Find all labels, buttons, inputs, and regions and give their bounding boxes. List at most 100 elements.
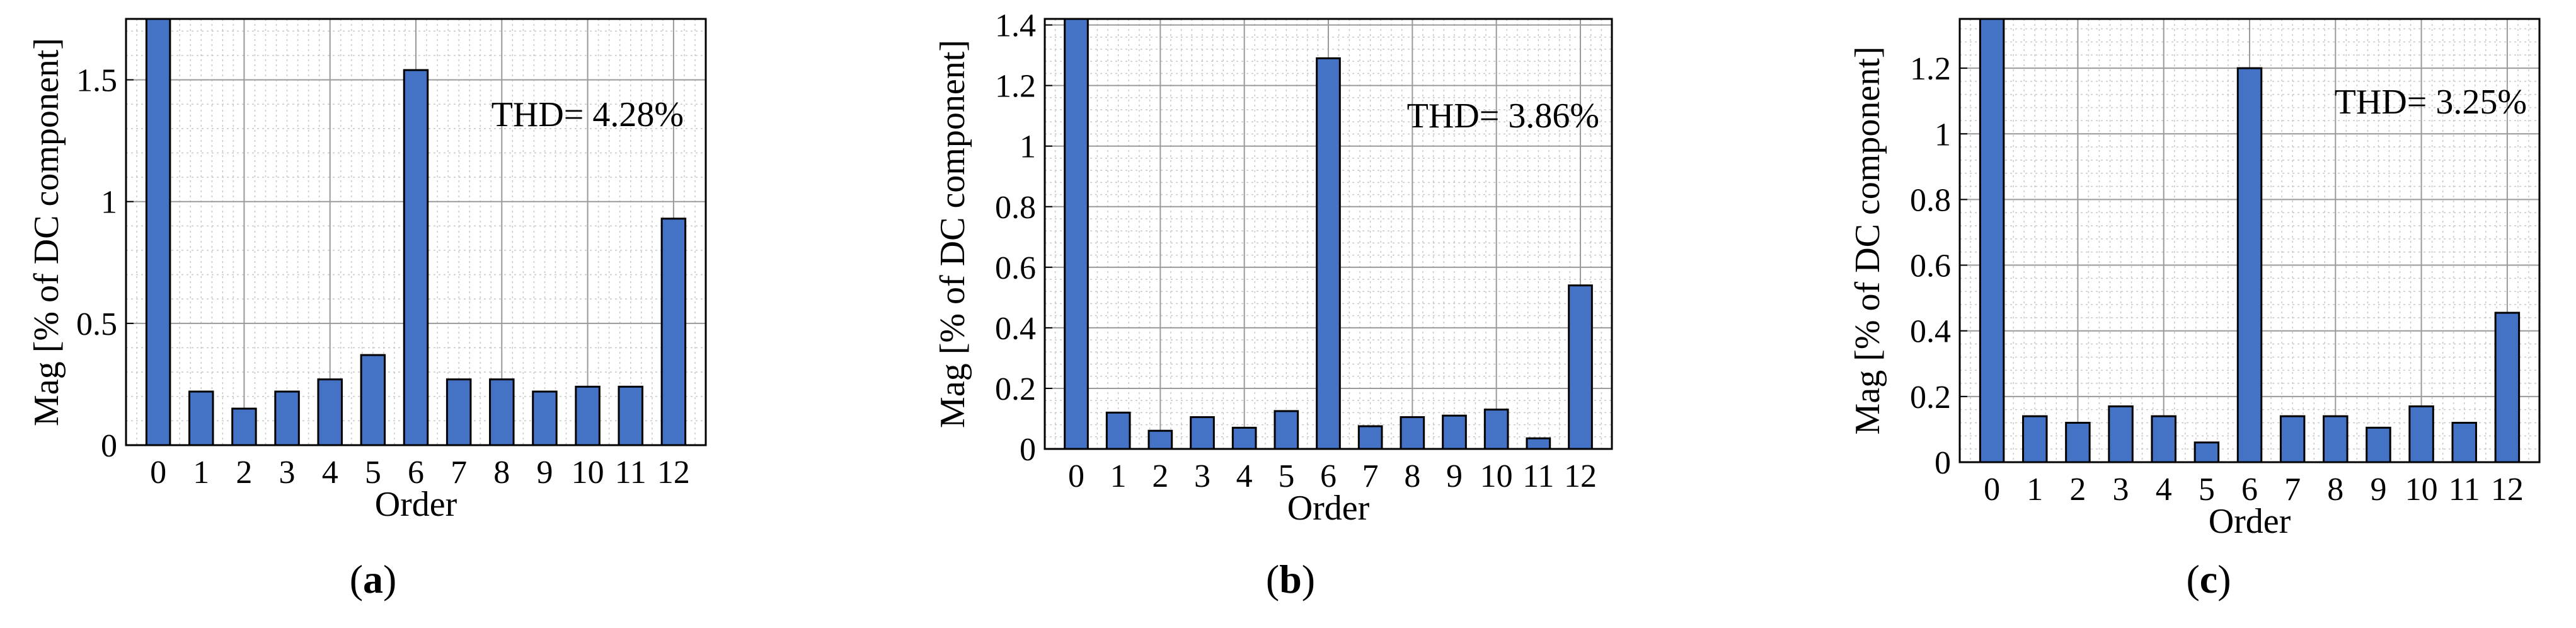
bar-order-9: [532, 390, 558, 446]
x-tick-label: 10: [572, 455, 604, 491]
x-tick-label: 6: [408, 455, 424, 491]
panel-label-close: ): [2217, 557, 2231, 602]
bar-order-9: [1442, 414, 1467, 450]
x-tick-label: 0: [150, 455, 166, 491]
panel-label-letter: a: [363, 557, 383, 602]
x-tick-label: 10: [2405, 472, 2438, 508]
panel-label: (c): [2186, 557, 2231, 602]
y-tick-label: 1: [1020, 129, 1036, 165]
x-tick-label: 2: [2069, 472, 2086, 508]
bar-order-1: [2022, 415, 2048, 463]
bar-order-7: [446, 378, 472, 446]
panel-label: (b): [1266, 557, 1315, 602]
thd-annotation: THD= 3.25%: [2335, 83, 2527, 122]
bar-order-10: [575, 385, 601, 446]
bar-order-0: [145, 18, 171, 446]
x-tick-label: 5: [2199, 472, 2215, 508]
bar-order-0: [1979, 18, 2005, 463]
x-tick-label: 5: [365, 455, 381, 491]
x-tick-label: 11: [1522, 458, 1554, 494]
x-tick-label: 2: [1152, 458, 1168, 494]
x-tick-label: 1: [193, 455, 209, 491]
x-tick-label: 7: [1362, 458, 1379, 494]
bar-order-11: [1526, 437, 1551, 450]
y-tick-label: 0.8: [1910, 182, 1951, 218]
x-tick-label: 8: [1404, 458, 1420, 494]
bar-order-7: [2279, 415, 2306, 463]
bar-order-12: [660, 218, 687, 446]
bar-order-9: [2366, 426, 2391, 463]
thd-annotation: THD= 4.28%: [492, 95, 684, 134]
panel-label: (a): [350, 557, 397, 602]
y-axis-label: Mag [% of DC component]: [27, 38, 66, 426]
bar-order-5: [1274, 410, 1299, 450]
x-axis-label: Order: [1287, 489, 1370, 528]
x-tick-label: 4: [1236, 458, 1253, 494]
x-tick-label: 6: [1320, 458, 1337, 494]
bar-order-5: [360, 354, 386, 446]
y-tick-label: 0.8: [995, 190, 1036, 226]
bar-order-0: [1064, 18, 1089, 450]
x-tick-label: 9: [2370, 472, 2386, 508]
grid: [1960, 19, 2539, 463]
x-tick-label: 7: [451, 455, 467, 491]
y-tick-label: 0: [1020, 432, 1036, 468]
panel-label-letter: c: [2200, 557, 2217, 602]
x-tick-label: 11: [615, 455, 647, 491]
x-tick-label: 12: [1564, 458, 1597, 494]
thd-annotation: THD= 3.86%: [1407, 96, 1599, 136]
panel-label-open: (: [350, 557, 363, 602]
bar-order-11: [618, 385, 643, 446]
x-tick-label: 12: [657, 455, 690, 491]
x-tick-label: 2: [236, 455, 252, 491]
x-axis-label: Order: [2209, 502, 2291, 541]
y-tick-label: 1.2: [1910, 51, 1951, 87]
y-tick-label: 1: [1935, 117, 1951, 153]
x-tick-label: 9: [1446, 458, 1463, 494]
x-tick-label: 4: [2156, 472, 2172, 508]
bar-order-6: [1316, 57, 1341, 450]
y-tick-label: 0.2: [995, 371, 1036, 407]
panel-label-open: (: [1266, 557, 1279, 602]
bar-order-8: [2323, 415, 2349, 463]
panel-label-open: (: [2186, 557, 2199, 602]
panel-label-close: ): [1302, 557, 1315, 602]
bar-order-6: [2236, 67, 2263, 463]
x-tick-label: 4: [322, 455, 338, 491]
bar-order-12: [2494, 311, 2521, 463]
y-tick-label: 0: [1935, 445, 1951, 481]
bar-order-8: [1400, 416, 1425, 450]
y-tick-label: 1.2: [995, 69, 1036, 105]
x-tick-label: 3: [1194, 458, 1210, 494]
y-tick-label: 1: [101, 185, 117, 221]
bar-order-2: [2065, 422, 2091, 463]
panel-label-close: ): [383, 557, 396, 602]
x-tick-label: 10: [1480, 458, 1513, 494]
bar-order-11: [2451, 422, 2477, 463]
x-tick-label: 1: [2027, 472, 2043, 508]
bar-order-3: [274, 390, 300, 446]
y-tick-label: 0.4: [995, 311, 1036, 347]
bar-order-8: [489, 378, 515, 446]
bar-order-10: [2408, 405, 2434, 463]
x-tick-label: 11: [2449, 472, 2480, 508]
x-tick-label: 3: [279, 455, 296, 491]
y-tick-label: 1.5: [76, 63, 117, 99]
panel-label-letter: b: [1279, 557, 1302, 602]
bar-order-7: [1357, 425, 1383, 450]
bar-order-4: [1231, 426, 1257, 450]
x-tick-label: 0: [1984, 472, 2000, 508]
bar-order-1: [188, 390, 214, 446]
x-tick-label: 8: [493, 455, 510, 491]
bar-order-2: [1147, 429, 1173, 450]
x-tick-label: 7: [2284, 472, 2301, 508]
bar-order-1: [1105, 411, 1131, 450]
axes-frame: [1044, 18, 1613, 450]
y-tick-label: 0.2: [1910, 380, 1951, 416]
bar-order-3: [1190, 416, 1215, 450]
y-tick-label: 0: [101, 428, 117, 464]
x-tick-label: 3: [2113, 472, 2129, 508]
y-tick-label: 0.5: [76, 306, 117, 342]
